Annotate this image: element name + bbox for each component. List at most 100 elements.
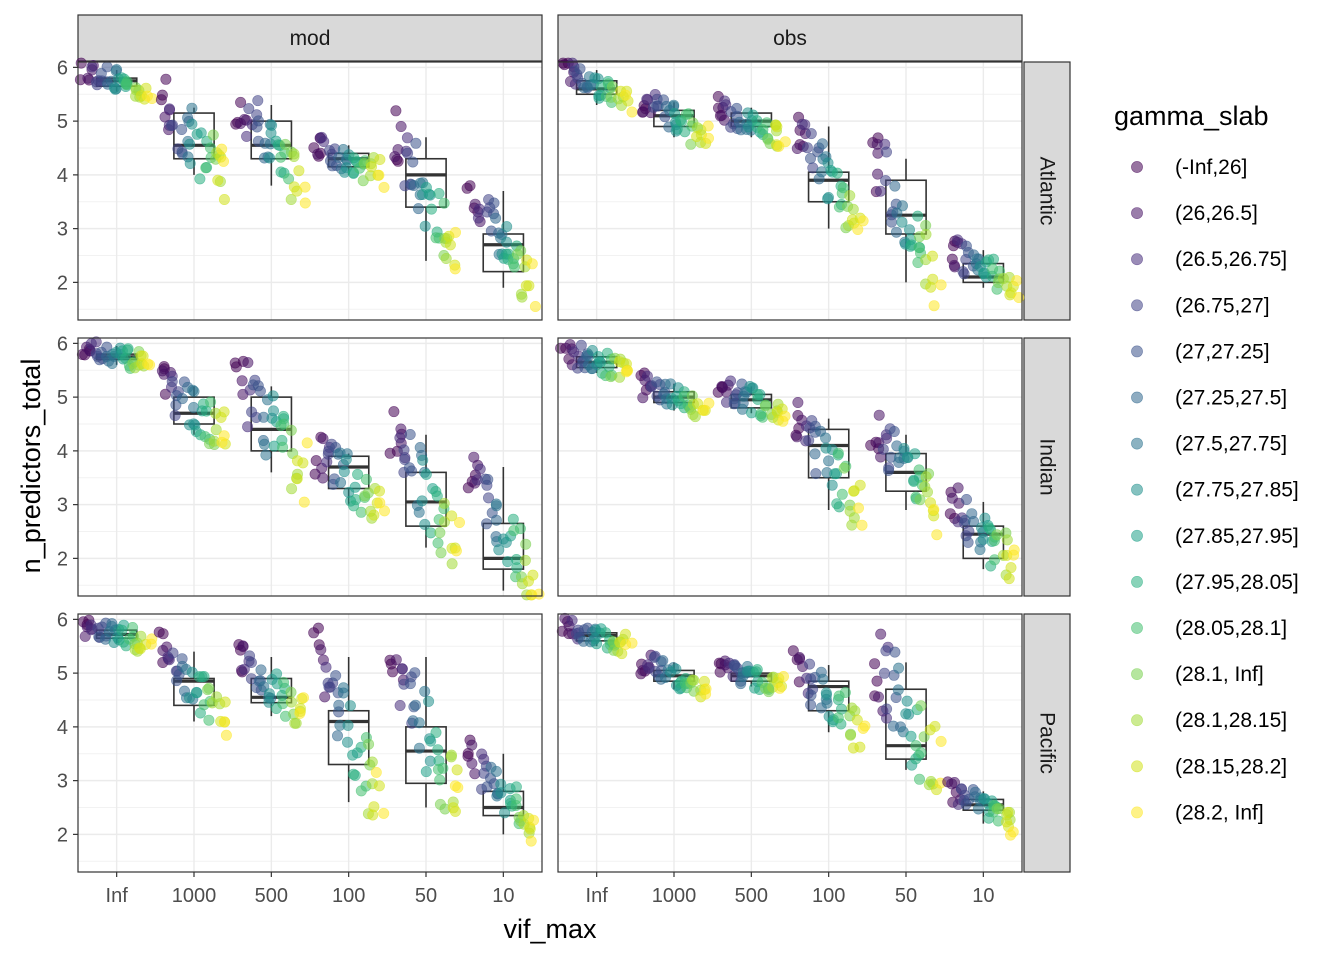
points-500: [229, 355, 313, 508]
legend-entry: (27,27.25]: [1131, 340, 1270, 363]
data-point: [402, 147, 414, 159]
data-point: [238, 663, 250, 675]
points-500: [230, 95, 311, 209]
data-point: [928, 300, 940, 312]
data-point: [242, 357, 254, 369]
data-point: [490, 765, 502, 777]
data-point: [960, 240, 972, 252]
y-tick-label: 3: [57, 495, 68, 517]
data-point: [774, 682, 786, 694]
data-point: [289, 717, 301, 729]
y-tick-label: 6: [57, 57, 68, 79]
points-500: [713, 655, 789, 698]
data-point: [888, 425, 900, 437]
data-point: [480, 518, 492, 530]
data-point: [423, 695, 435, 707]
data-point: [252, 380, 264, 392]
box: [173, 677, 215, 707]
data-point: [490, 498, 502, 510]
data-point: [409, 667, 421, 679]
data-point: [184, 138, 196, 150]
data-point: [293, 165, 305, 177]
y-tick-label: 3: [57, 219, 68, 241]
data-point: [728, 393, 740, 405]
data-point: [308, 627, 320, 639]
data-point: [846, 214, 858, 226]
points-10: [461, 180, 541, 312]
data-point: [989, 554, 1001, 566]
data-point: [365, 161, 377, 173]
data-point: [520, 538, 532, 550]
data-point: [275, 166, 287, 178]
data-point: [275, 420, 287, 432]
data-point: [931, 529, 943, 541]
data-point: [1013, 291, 1025, 303]
data-point: [218, 155, 230, 167]
data-point: [773, 140, 785, 152]
data-point: [176, 393, 188, 405]
data-point: [349, 481, 361, 493]
points-100: [309, 431, 390, 524]
legend-entry: (27.5,27.75]: [1131, 433, 1287, 456]
data-point: [507, 513, 519, 525]
legend-label: (28.05,28.1]: [1175, 617, 1287, 640]
data-point: [127, 621, 139, 633]
legend-key: [1131, 345, 1143, 358]
data-point: [844, 190, 856, 202]
legend-entry: (27.25,27.5]: [1131, 387, 1287, 410]
data-point: [1005, 562, 1017, 574]
data-point: [873, 409, 885, 421]
data-point: [216, 436, 228, 448]
data-point: [962, 536, 974, 548]
panel-background: [558, 62, 1022, 320]
panel-border: [77, 613, 543, 873]
data-point: [373, 485, 385, 497]
y-axis-title: n_predictors_total: [16, 359, 46, 574]
data-point: [948, 259, 960, 271]
data-point: [387, 666, 399, 678]
data-point: [526, 258, 538, 270]
data-point: [935, 735, 947, 747]
data-point: [378, 807, 390, 819]
points-50: [384, 406, 465, 570]
data-point: [637, 106, 649, 118]
data-point: [890, 226, 902, 238]
data-point: [368, 509, 380, 521]
data-point: [288, 151, 300, 163]
points-Inf: [76, 336, 156, 374]
data-point: [461, 182, 473, 194]
data-point: [340, 454, 352, 466]
data-point: [852, 224, 864, 236]
data-point: [219, 696, 231, 708]
data-point: [435, 547, 447, 559]
legend-entry: (26.5,26.75]: [1131, 248, 1287, 271]
data-point: [905, 730, 917, 742]
data-point: [396, 663, 408, 675]
data-point: [952, 234, 964, 246]
data-point: [963, 525, 975, 537]
data-point: [229, 357, 241, 369]
strip-label-mod: mod: [290, 27, 331, 50]
points-1000: [635, 649, 712, 703]
data-point: [319, 691, 331, 703]
data-point: [960, 798, 972, 810]
data-point: [167, 647, 179, 659]
points-Inf: [555, 339, 633, 383]
panel-background: [558, 338, 1022, 596]
data-point: [419, 518, 431, 530]
data-point: [186, 118, 198, 130]
data-point: [417, 454, 429, 466]
y-tick-label: 2: [57, 272, 68, 294]
legend-key: [1131, 253, 1143, 266]
data-point: [297, 692, 309, 704]
data-point: [851, 714, 863, 726]
data-point: [291, 473, 303, 485]
data-point: [1002, 806, 1014, 818]
data-point: [750, 666, 762, 678]
data-point: [702, 120, 714, 132]
data-point: [805, 689, 817, 701]
data-point: [878, 667, 890, 679]
data-point: [401, 132, 413, 144]
data-point: [294, 707, 306, 719]
y-tick-label: 4: [57, 165, 68, 187]
